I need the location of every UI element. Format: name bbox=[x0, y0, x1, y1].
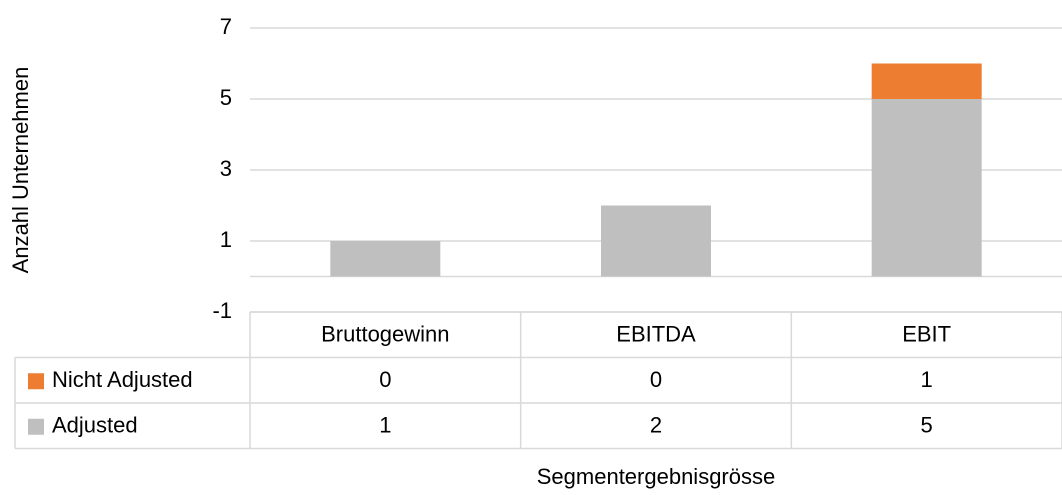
y-tick-label: -1 bbox=[212, 298, 232, 323]
table-value: 0 bbox=[650, 367, 662, 392]
table-value: 1 bbox=[921, 367, 933, 392]
table-value: 5 bbox=[921, 413, 933, 438]
table-value: 2 bbox=[650, 413, 662, 438]
x-axis-label: Segmentergebnisgrösse bbox=[537, 464, 775, 489]
y-tick-label: 5 bbox=[220, 85, 232, 110]
legend-swatch bbox=[28, 373, 44, 390]
legend-label: Adjusted bbox=[52, 413, 138, 438]
bar-segment bbox=[330, 241, 441, 277]
y-tick-label: 7 bbox=[220, 14, 232, 39]
bar-segment bbox=[871, 63, 982, 99]
table-value: 0 bbox=[379, 367, 391, 392]
table-value: 1 bbox=[379, 413, 391, 438]
y-tick-label: 1 bbox=[220, 227, 232, 252]
legend-label: Nicht Adjusted bbox=[52, 367, 193, 392]
x-tick-label: EBITDA bbox=[616, 322, 696, 347]
bar-segment bbox=[601, 205, 711, 277]
x-tick-label: Bruttogewinn bbox=[321, 322, 449, 347]
bar-segment bbox=[871, 99, 982, 277]
y-tick-label: 3 bbox=[220, 156, 232, 181]
legend-swatch bbox=[28, 418, 44, 435]
x-tick-label: EBIT bbox=[902, 322, 951, 347]
y-axis-label: Anzahl Unternehmen bbox=[8, 67, 33, 274]
